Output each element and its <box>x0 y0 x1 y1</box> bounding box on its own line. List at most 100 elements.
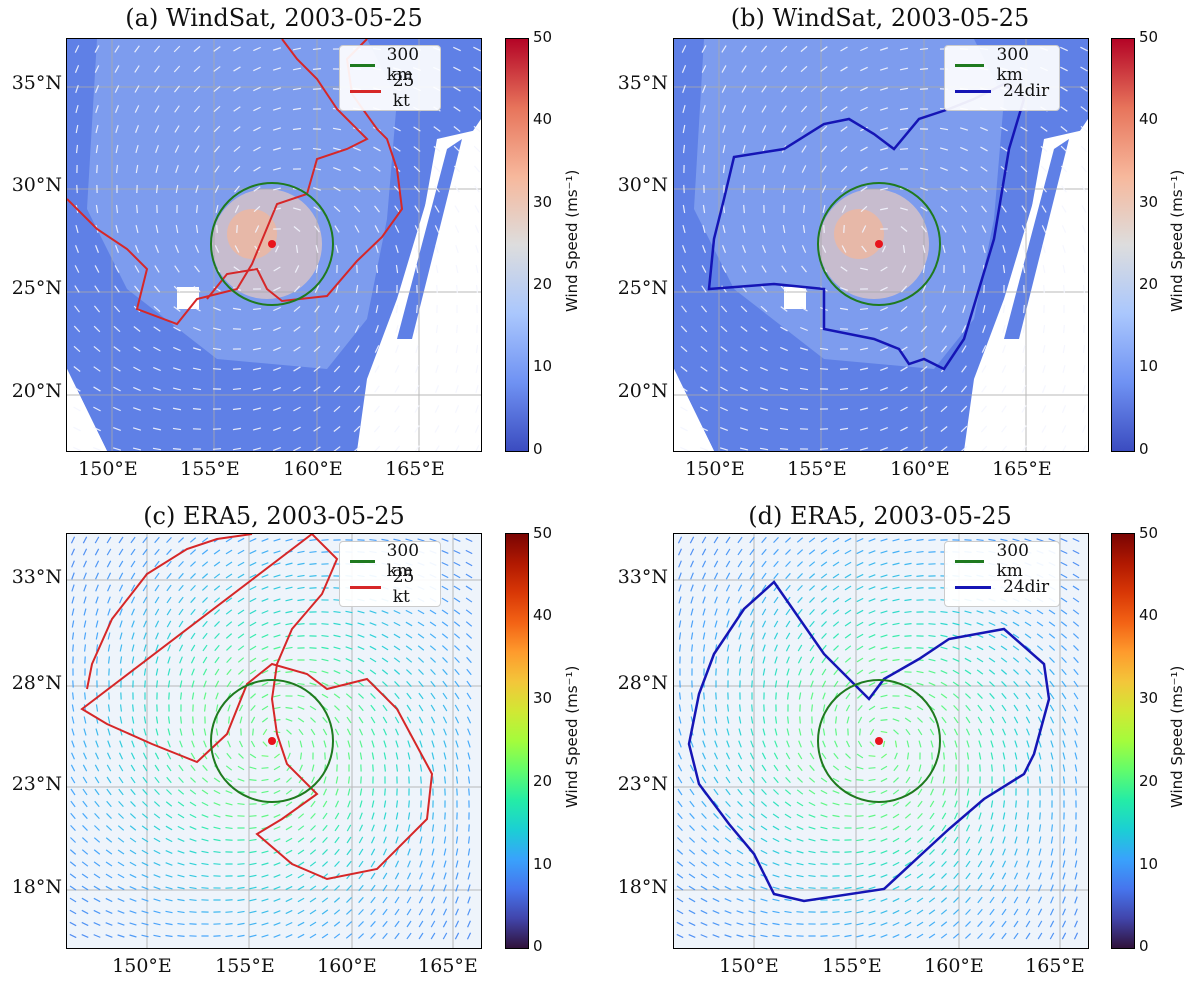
y-tick-label: 33°N <box>11 566 62 588</box>
x-tick-label: 150°E <box>112 955 172 977</box>
x-tick-label: 160°E <box>890 458 950 480</box>
legend-item: 25 kt <box>350 567 430 607</box>
radius-300km-circle <box>817 679 941 803</box>
colorbar-tick: 10 <box>1139 855 1159 873</box>
y-tick-label: 25°N <box>617 277 668 299</box>
colorbar-tick: 10 <box>1139 357 1159 375</box>
colorbar-tick: 0 <box>1139 440 1149 458</box>
colorbar <box>1111 38 1135 452</box>
y-tick-label: 30°N <box>11 174 62 196</box>
colorbar-tick: 0 <box>1139 937 1149 955</box>
radius-300km-circle <box>817 182 941 306</box>
y-tick-label: 25°N <box>11 277 62 299</box>
wind-vectors <box>73 45 481 451</box>
panel-title: (a) WindSat, 2003-05-25 <box>125 4 423 32</box>
legend-item: 25 kt <box>350 71 430 111</box>
y-tick-label: 28°N <box>617 672 668 694</box>
colorbar-tick: 40 <box>1139 110 1159 128</box>
colorbar-tick: 20 <box>1139 772 1159 790</box>
storm-center-marker <box>268 240 276 248</box>
colorbar-tick: 50 <box>1139 524 1159 542</box>
legend-item: 24dir <box>955 574 1049 600</box>
contour-24dir <box>687 580 1051 903</box>
colorbar-tick: 10 <box>533 855 553 873</box>
y-tick-label: 20°N <box>617 380 668 402</box>
panel-title: (d) ERA5, 2003-05-25 <box>748 502 1012 530</box>
x-tick-label: 150°E <box>685 458 745 480</box>
colorbar <box>1111 533 1135 949</box>
x-tick-label: 165°E <box>1025 955 1085 977</box>
y-tick-label: 33°N <box>617 566 668 588</box>
colorbar-tick: 40 <box>533 606 553 624</box>
x-tick-label: 150°E <box>719 955 779 977</box>
x-tick-label: 160°E <box>317 955 377 977</box>
y-tick-label: 18°N <box>11 876 62 898</box>
panel-title: (b) WindSat, 2003-05-25 <box>730 4 1030 32</box>
legend-item: 300 km <box>350 541 430 581</box>
legend-label: 300 km <box>386 541 420 581</box>
colorbar-tick: 30 <box>1139 193 1159 211</box>
colorbar-label: Wind Speed (ms⁻¹) <box>563 665 581 808</box>
colorbar-tick: 40 <box>1139 606 1159 624</box>
x-tick-label: 165°E <box>385 458 445 480</box>
legend-label: 300 km <box>996 541 1029 581</box>
y-tick-label: 35°N <box>617 72 668 94</box>
x-tick-label: 165°E <box>992 458 1052 480</box>
radius-300km-circle <box>210 679 334 803</box>
storm-center-marker <box>875 737 883 745</box>
legend-item: 300 km <box>955 45 1049 85</box>
colorbar-tick: 20 <box>533 772 553 790</box>
y-tick-label: 23°N <box>11 773 62 795</box>
colorbar-tick: 0 <box>533 937 543 955</box>
legend-label: 25 kt <box>392 567 415 607</box>
colorbar-tick: 50 <box>1139 28 1159 46</box>
colorbar-tick: 50 <box>533 28 553 46</box>
y-tick-label: 35°N <box>11 72 62 94</box>
legend-item: 300 km <box>955 541 1049 581</box>
colorbar-tick: 30 <box>533 193 553 211</box>
colorbar-tick: 10 <box>533 357 553 375</box>
colorbar-tick: 0 <box>533 440 543 458</box>
legend-label: 25 kt <box>392 71 415 111</box>
wind-vectors <box>69 536 473 940</box>
legend: 300 km 24dir <box>944 45 1061 111</box>
colorbar-tick: 30 <box>1139 689 1159 707</box>
legend-item: 300 km <box>350 45 430 85</box>
contour-24dir <box>707 82 1026 371</box>
colorbar-label: Wind Speed (ms⁻¹) <box>1168 169 1186 312</box>
x-tick-label: 160°E <box>283 458 343 480</box>
legend: 300 km 24dir <box>944 541 1061 607</box>
wind-vectors <box>676 536 1080 940</box>
y-tick-label: 23°N <box>617 773 668 795</box>
x-tick-label: 150°E <box>78 458 138 480</box>
y-tick-label: 18°N <box>617 876 668 898</box>
legend-label: 24dir <box>1003 81 1050 101</box>
colorbar-tick: 30 <box>533 689 553 707</box>
legend-label: 24dir <box>1003 577 1050 597</box>
colorbar-tick: 20 <box>533 275 553 293</box>
legend-label: 300 km <box>386 45 420 85</box>
legend-item: 24dir <box>955 78 1049 104</box>
radius-300km-circle <box>210 182 334 306</box>
x-tick-label: 155°E <box>215 955 275 977</box>
panel-title: (c) ERA5, 2003-05-25 <box>143 502 405 530</box>
y-tick-label: 28°N <box>11 672 62 694</box>
y-tick-label: 20°N <box>11 380 62 402</box>
colorbar-tick: 50 <box>533 524 553 542</box>
map-canvas <box>674 39 1088 451</box>
colorbar <box>505 38 529 452</box>
colorbar-label: Wind Speed (ms⁻¹) <box>563 169 581 312</box>
x-tick-label: 155°E <box>787 458 847 480</box>
legend: 300 km 25 kt <box>339 541 442 607</box>
x-tick-label: 155°E <box>822 955 882 977</box>
colorbar <box>505 533 529 949</box>
colorbar-label: Wind Speed (ms⁻¹) <box>1168 665 1186 808</box>
legend: 300 km 25 kt <box>339 45 442 111</box>
colorbar-tick: 40 <box>533 110 553 128</box>
colorbar-tick: 20 <box>1139 275 1159 293</box>
y-tick-label: 30°N <box>617 174 668 196</box>
storm-center-marker <box>875 240 883 248</box>
x-tick-label: 160°E <box>924 955 984 977</box>
x-tick-label: 165°E <box>418 955 478 977</box>
storm-center-marker <box>268 737 276 745</box>
